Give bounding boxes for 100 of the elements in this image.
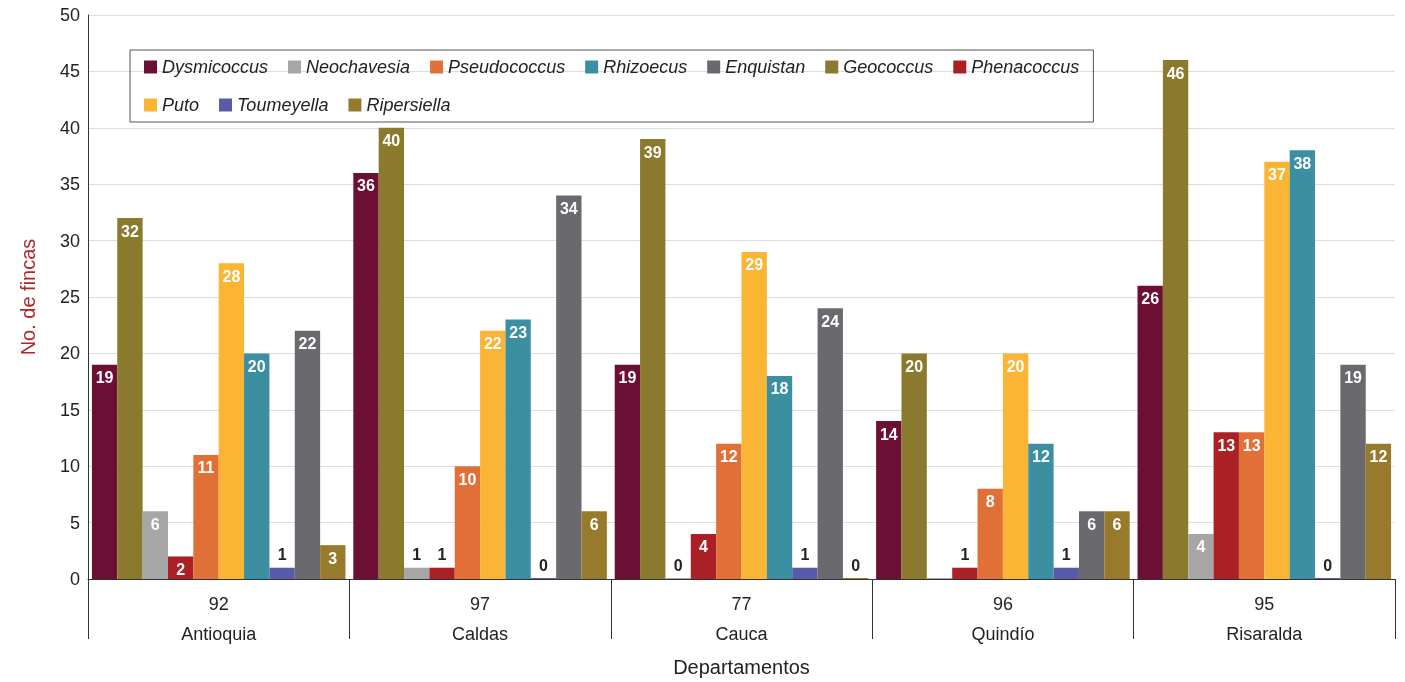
data-label: 38 — [1293, 154, 1312, 172]
x-tick-label: 95 Risaralda — [1226, 594, 1304, 644]
x-tick-label: 96 Quindío — [971, 594, 1035, 644]
x-tick-label: 77 Cauca — [715, 594, 769, 644]
data-label: 22 — [298, 335, 317, 353]
data-label: 8 — [985, 493, 995, 511]
legend-label: Puto — [162, 95, 200, 115]
bar — [1137, 285, 1163, 579]
bar — [1340, 364, 1366, 579]
bar — [792, 567, 818, 579]
bar — [1289, 150, 1316, 579]
bar — [269, 567, 295, 579]
bar — [1053, 567, 1079, 579]
data-label: 4 — [1196, 538, 1206, 556]
data-label: 46 — [1166, 64, 1185, 82]
data-label: 20 — [905, 357, 924, 375]
y-tick-label: 5 — [69, 512, 80, 533]
data-label: 34 — [559, 199, 578, 217]
bar — [1365, 443, 1392, 579]
bar — [1028, 443, 1054, 579]
legend-label: Geococcus — [843, 57, 934, 77]
x-axis-title: Departamentos — [673, 656, 810, 678]
bar — [1213, 432, 1239, 579]
bar — [1104, 511, 1130, 579]
y-axis-title: No. de fincas — [17, 238, 39, 356]
data-label: 12 — [1369, 448, 1388, 466]
data-label: 28 — [222, 267, 241, 285]
bar — [218, 263, 245, 579]
bar — [1002, 353, 1029, 579]
bar — [320, 545, 346, 579]
y-tick-label: 0 — [69, 569, 80, 589]
data-label: 36 — [357, 177, 375, 195]
legend-label: Rhizoecus — [603, 57, 688, 77]
bar — [429, 567, 455, 579]
legend-label: Ripersiella — [366, 95, 451, 115]
bar — [1162, 60, 1189, 579]
y-tick-label: 10 — [59, 456, 80, 477]
data-label: 6 — [1112, 515, 1122, 533]
y-tick-label: 35 — [59, 174, 80, 195]
data-label: 1 — [437, 546, 447, 564]
bar — [378, 127, 405, 579]
data-label: 37 — [1268, 166, 1286, 184]
y-tick-label: 25 — [59, 287, 80, 307]
bar — [480, 330, 506, 579]
data-label: 3 — [328, 549, 338, 567]
bar — [193, 454, 219, 579]
bar — [581, 511, 607, 579]
data-label: 39 — [643, 143, 662, 161]
x-tick-label: 97 Caldas — [452, 594, 509, 644]
bar — [91, 364, 118, 579]
data-label: 0 — [673, 556, 683, 574]
data-label: 32 — [121, 222, 139, 240]
data-label: 24 — [821, 312, 840, 330]
bar — [404, 567, 430, 579]
bar — [1078, 511, 1105, 579]
data-label: 19 — [618, 369, 637, 387]
data-label: 4 — [699, 538, 709, 556]
bar — [1188, 533, 1214, 579]
data-label: 13 — [1217, 436, 1236, 454]
data-label: 1 — [412, 546, 422, 564]
legend-label: Neochavesia — [306, 57, 411, 77]
bar — [614, 364, 641, 579]
bar — [977, 488, 1003, 579]
x-tick-label: 92 Antioquia — [181, 594, 258, 644]
data-label: 1 — [960, 546, 970, 564]
data-label: 13 — [1242, 436, 1261, 454]
bar — [640, 139, 666, 579]
data-label: 20 — [247, 357, 266, 375]
data-label: 29 — [745, 256, 764, 274]
data-label: 18 — [770, 380, 789, 398]
data-label: 12 — [1032, 448, 1050, 466]
y-tick-label: 50 — [59, 5, 80, 25]
bar — [1238, 432, 1265, 579]
data-label: 1 — [1061, 546, 1071, 564]
data-label: 0 — [539, 556, 549, 574]
data-label: 2 — [176, 560, 186, 578]
y-tick-label: 20 — [59, 343, 80, 364]
bar — [690, 533, 717, 579]
data-label: 0 — [1323, 556, 1333, 574]
legend-label: Enquistan — [725, 57, 806, 77]
data-label: 26 — [1141, 290, 1160, 308]
bar — [294, 330, 321, 579]
bar — [117, 218, 143, 579]
y-tick-label: 45 — [59, 61, 80, 82]
bar — [505, 319, 531, 579]
data-label: 1 — [277, 546, 287, 564]
legend-label: Toumeyella — [237, 95, 329, 115]
data-label: 20 — [1006, 357, 1025, 375]
y-tick-label: 40 — [59, 117, 80, 138]
bar — [353, 172, 379, 579]
bar — [556, 195, 582, 579]
bar — [142, 511, 168, 579]
y-tick-label: 30 — [59, 230, 80, 251]
bar — [716, 443, 742, 579]
legend-label: Dysmicoccus — [162, 57, 269, 77]
bar — [952, 567, 978, 579]
bar — [901, 353, 927, 579]
data-label: 19 — [1344, 369, 1363, 387]
data-label: 1 — [800, 546, 810, 564]
data-label: 40 — [382, 132, 401, 150]
